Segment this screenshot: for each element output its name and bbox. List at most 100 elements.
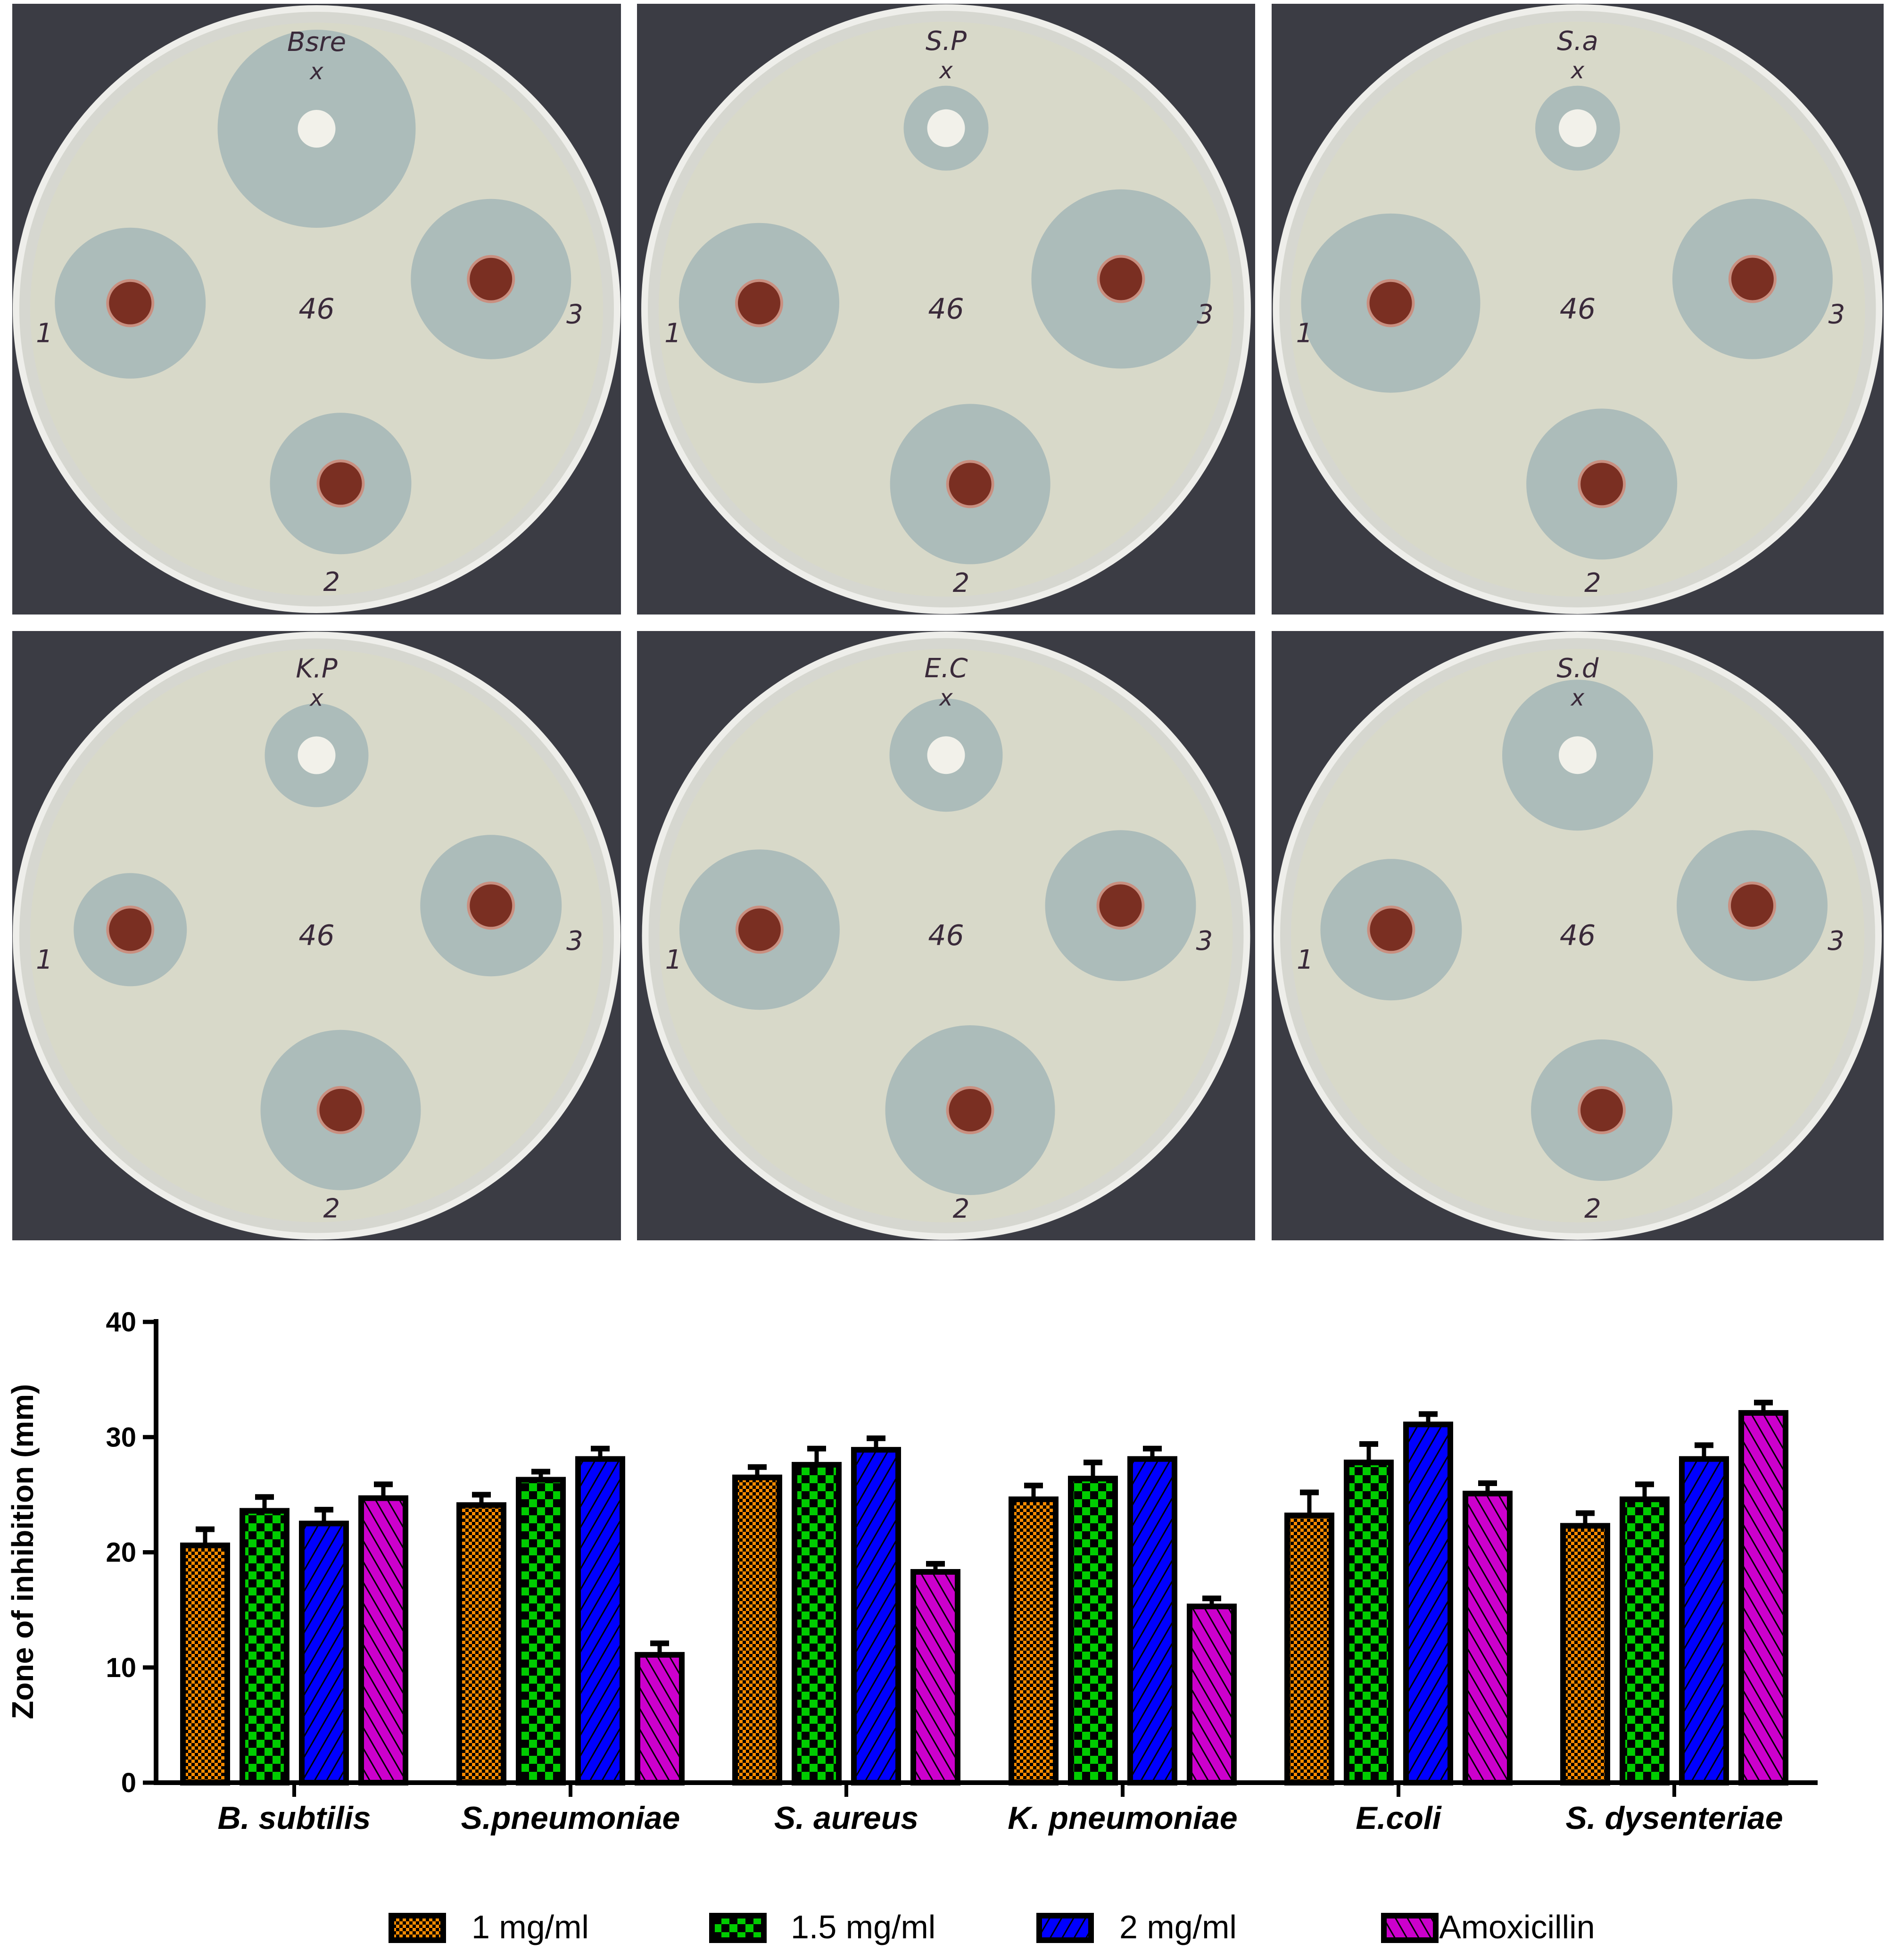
antibiotic-disc [1559, 109, 1596, 147]
y-tick-label: 10 [106, 1653, 136, 1683]
well-label: 2 [323, 1194, 340, 1224]
legend-label: 1.5 mg/ml [791, 1909, 935, 1945]
extract-well [735, 279, 784, 327]
bar [1463, 1490, 1513, 1786]
bar [1738, 1410, 1788, 1786]
legend-swatch [709, 1913, 767, 1943]
legend-label: Amoxicillin [1439, 1909, 1595, 1945]
petri-dish-photo: K.Px 46 1 2 3 [12, 631, 621, 1240]
category-label: S.pneumoniae [461, 1800, 680, 1836]
plate-mark: x [309, 58, 323, 85]
extract-well [106, 279, 155, 327]
well-label: 3 [1196, 926, 1213, 956]
plate-center-label: 46 [298, 919, 334, 952]
zone-of-inhibition-bar-chart: Zone of inhibition (mm) 0 10 20 30 40 B. subt… [6, 1307, 1818, 1945]
bar [180, 1542, 230, 1786]
well-label: 1 [1296, 318, 1313, 349]
bar [1068, 1476, 1118, 1786]
well-label: 1 [665, 945, 682, 975]
extract-well [946, 1086, 994, 1135]
legend-swatch [1381, 1913, 1439, 1943]
well-label: 3 [1197, 299, 1214, 330]
antibiotic-disc [1559, 736, 1596, 774]
antibiotic-disc [298, 110, 336, 148]
antibiotic-disc [298, 736, 336, 774]
plate-label: S.a [1557, 26, 1598, 57]
petri-dish-photo: E.Cx 46 1 2 3 [637, 631, 1255, 1240]
plate-mark: x [938, 685, 953, 711]
extract-well [1578, 460, 1626, 508]
well-label: 3 [566, 926, 583, 956]
well-label: 2 [1584, 568, 1601, 598]
legend-swatch [1036, 1913, 1094, 1943]
extract-well [316, 459, 365, 508]
bar [575, 1456, 625, 1786]
well-label: 3 [566, 299, 583, 330]
extract-well [316, 1086, 365, 1134]
bar [456, 1502, 506, 1786]
extract-well [106, 905, 155, 954]
extract-well [1366, 279, 1415, 327]
extract-well [946, 460, 994, 508]
bar [358, 1495, 408, 1786]
well-label: 2 [953, 568, 970, 598]
extract-well [735, 905, 784, 954]
bar [732, 1474, 782, 1786]
extract-well [467, 881, 515, 930]
legend-swatch [389, 1913, 446, 1943]
well-label: 1 [1297, 945, 1314, 975]
bar [635, 1652, 685, 1786]
y-tick-label: 40 [106, 1307, 136, 1337]
category-label: K. pneumoniae [1008, 1800, 1237, 1836]
bar [792, 1462, 842, 1786]
well-label: 2 [323, 567, 340, 598]
y-axis-label: Zone of inhibition (mm) [6, 1384, 40, 1719]
legend-label: 1 mg/ml [472, 1909, 589, 1945]
well-label: 2 [1584, 1194, 1601, 1224]
bar [910, 1569, 960, 1786]
bar [1560, 1523, 1610, 1786]
plate-center-label: 46 [1560, 919, 1596, 952]
plate-label: Bsre [287, 27, 346, 58]
plate-center-label: 46 [928, 919, 964, 952]
legend-label: 2 mg/ml [1119, 1909, 1237, 1945]
plate-center-label: 46 [928, 293, 964, 326]
bar [1403, 1421, 1453, 1786]
y-tick-label: 20 [106, 1537, 136, 1568]
well-label: 3 [1828, 926, 1845, 956]
well-label: 3 [1828, 299, 1845, 330]
bar [1009, 1496, 1059, 1786]
y-tick-label: 0 [121, 1768, 136, 1798]
extract-well [1367, 905, 1415, 954]
well-label: 1 [664, 318, 681, 349]
category-label: S. dysenteriae [1565, 1800, 1783, 1836]
plate-center-label: 46 [298, 293, 334, 326]
bar [1187, 1603, 1237, 1786]
plate-mark: x [1570, 685, 1585, 711]
petri-dish-photo: S.Px 46 1 2 3 [637, 4, 1255, 615]
petri-dish-photo: S.ax 46 1 2 3 [1272, 4, 1884, 615]
plate-label: S.P [926, 26, 967, 57]
bar [516, 1477, 566, 1786]
y-tick-label: 30 [106, 1422, 136, 1453]
plate-mark: x [309, 685, 323, 712]
plate-label: E.C [924, 653, 968, 684]
plate-center-label: 46 [1560, 293, 1596, 326]
bar [1127, 1456, 1177, 1786]
bar [1284, 1512, 1334, 1786]
well-label: 1 [36, 318, 53, 349]
plate-mark: x [1570, 58, 1585, 84]
antibiotic-disc [927, 109, 965, 147]
plate-label: K.P [296, 654, 338, 684]
bar [1344, 1459, 1394, 1786]
extract-well [1728, 881, 1777, 930]
well-label: 1 [36, 945, 53, 975]
bar [851, 1447, 901, 1786]
extract-well [1097, 255, 1145, 303]
category-label: E.coli [1356, 1800, 1442, 1836]
extract-well [1096, 881, 1145, 930]
plate-mark: x [938, 58, 953, 84]
petri-dish-photo: S.dx 46 1 2 3 [1272, 631, 1884, 1240]
extract-well [1728, 255, 1777, 303]
